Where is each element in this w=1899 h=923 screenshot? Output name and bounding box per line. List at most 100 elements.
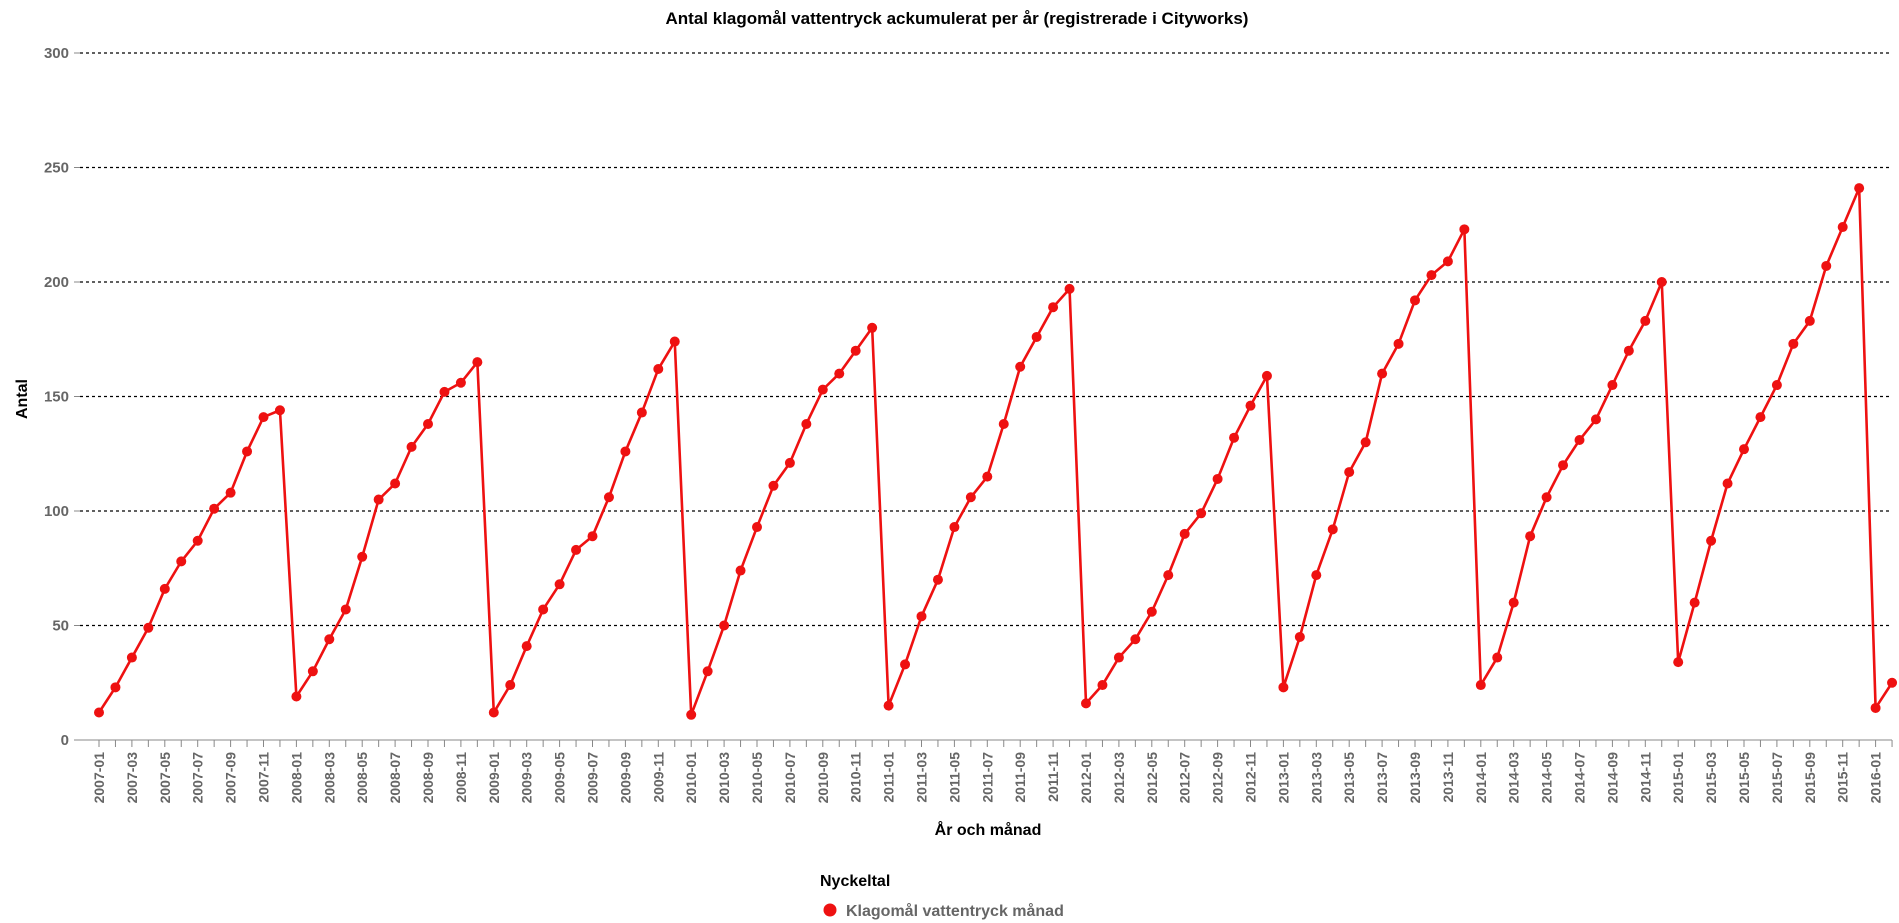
data-point[interactable] [1525, 531, 1536, 542]
data-point[interactable] [488, 707, 499, 718]
data-point[interactable] [1278, 682, 1289, 693]
data-point[interactable] [423, 418, 433, 429]
data-point[interactable] [1294, 631, 1305, 642]
data-point[interactable] [357, 551, 368, 562]
data-point[interactable] [192, 535, 203, 546]
data-point[interactable] [225, 487, 236, 498]
data-point[interactable] [1212, 473, 1223, 484]
data-point[interactable] [620, 446, 631, 457]
data-point[interactable] [801, 418, 812, 429]
data-point[interactable] [653, 364, 664, 375]
data-point[interactable] [1887, 677, 1898, 688]
data-point[interactable] [1261, 370, 1272, 381]
data-point[interactable] [1804, 315, 1815, 326]
data-point[interactable] [1130, 634, 1141, 645]
data-point[interactable] [1377, 368, 1388, 379]
data-point[interactable] [965, 492, 976, 503]
data-point[interactable] [1393, 338, 1404, 349]
data-point[interactable] [735, 565, 746, 576]
data-point[interactable] [702, 666, 713, 677]
data-point[interactable] [1673, 657, 1684, 668]
data-point[interactable] [949, 522, 960, 533]
data-point[interactable] [1442, 256, 1453, 267]
data-point[interactable] [209, 503, 220, 514]
data-point[interactable] [1706, 535, 1717, 546]
data-point[interactable] [883, 700, 894, 711]
data-point[interactable] [1179, 528, 1190, 539]
legend-marker-icon[interactable] [823, 903, 837, 917]
data-point[interactable] [521, 641, 532, 652]
data-point[interactable] [1722, 478, 1733, 489]
data-point[interactable] [998, 418, 1009, 429]
data-point[interactable] [1656, 277, 1667, 287]
data-point[interactable] [1196, 508, 1207, 519]
data-point[interactable] [636, 407, 647, 418]
data-point[interactable] [1558, 460, 1569, 471]
data-point[interactable] [1360, 437, 1371, 448]
data-point[interactable] [1689, 597, 1700, 608]
data-point[interactable] [1755, 412, 1766, 423]
data-point[interactable] [143, 622, 154, 633]
data-point[interactable] [916, 611, 927, 622]
data-point[interactable] [274, 405, 285, 416]
data-point[interactable] [1344, 467, 1355, 478]
data-point[interactable] [1508, 597, 1519, 608]
data-point[interactable] [1113, 652, 1124, 663]
data-point[interactable] [1837, 222, 1848, 233]
data-point[interactable] [834, 368, 845, 379]
data-point[interactable] [932, 574, 943, 585]
data-point[interactable] [455, 377, 466, 388]
legend-label[interactable]: Klagomål vattentryck månad [846, 902, 1064, 920]
data-point[interactable] [1459, 224, 1470, 235]
data-point[interactable] [1771, 380, 1782, 391]
data-point[interactable] [1821, 260, 1832, 271]
data-point[interactable] [126, 652, 137, 663]
data-point[interactable] [110, 682, 121, 693]
data-point[interactable] [472, 357, 483, 368]
data-point[interactable] [307, 666, 318, 677]
data-point[interactable] [159, 583, 170, 594]
data-point[interactable] [1097, 680, 1108, 691]
data-point[interactable] [1031, 331, 1042, 342]
data-point[interactable] [94, 707, 104, 718]
data-point[interactable] [1870, 702, 1881, 713]
data-point[interactable] [752, 522, 762, 533]
data-point[interactable] [242, 446, 253, 457]
data-point[interactable] [982, 471, 993, 482]
data-point[interactable] [1146, 606, 1157, 617]
data-point[interactable] [1229, 432, 1240, 443]
data-point[interactable] [784, 457, 795, 468]
data-point[interactable] [1245, 400, 1256, 411]
data-point[interactable] [1739, 444, 1749, 455]
data-point[interactable] [817, 384, 828, 395]
data-point[interactable] [1048, 302, 1059, 313]
data-point[interactable] [1163, 570, 1174, 581]
data-point[interactable] [719, 620, 730, 631]
data-point[interactable] [900, 659, 911, 670]
data-point[interactable] [1623, 345, 1634, 356]
data-point[interactable] [587, 531, 598, 542]
data-point[interactable] [867, 322, 878, 333]
data-point[interactable] [1015, 361, 1026, 372]
data-point[interactable] [1788, 338, 1799, 349]
data-point[interactable] [1311, 570, 1322, 581]
data-point[interactable] [258, 412, 269, 423]
data-point[interactable] [686, 709, 697, 720]
data-point[interactable] [373, 494, 384, 505]
data-point[interactable] [1854, 183, 1865, 194]
data-point[interactable] [505, 680, 516, 691]
data-point[interactable] [1327, 524, 1338, 535]
data-point[interactable] [390, 478, 401, 489]
data-point[interactable] [1081, 698, 1091, 709]
data-point[interactable] [291, 691, 302, 702]
data-point[interactable] [1410, 295, 1420, 306]
data-point[interactable] [1574, 435, 1585, 446]
data-point[interactable] [406, 441, 417, 452]
data-point[interactable] [1607, 380, 1618, 391]
data-point[interactable] [176, 556, 187, 567]
data-point[interactable] [1426, 270, 1437, 281]
data-point[interactable] [1640, 315, 1651, 326]
data-point[interactable] [768, 480, 779, 491]
data-point[interactable] [1590, 414, 1601, 425]
data-point[interactable] [571, 544, 582, 555]
